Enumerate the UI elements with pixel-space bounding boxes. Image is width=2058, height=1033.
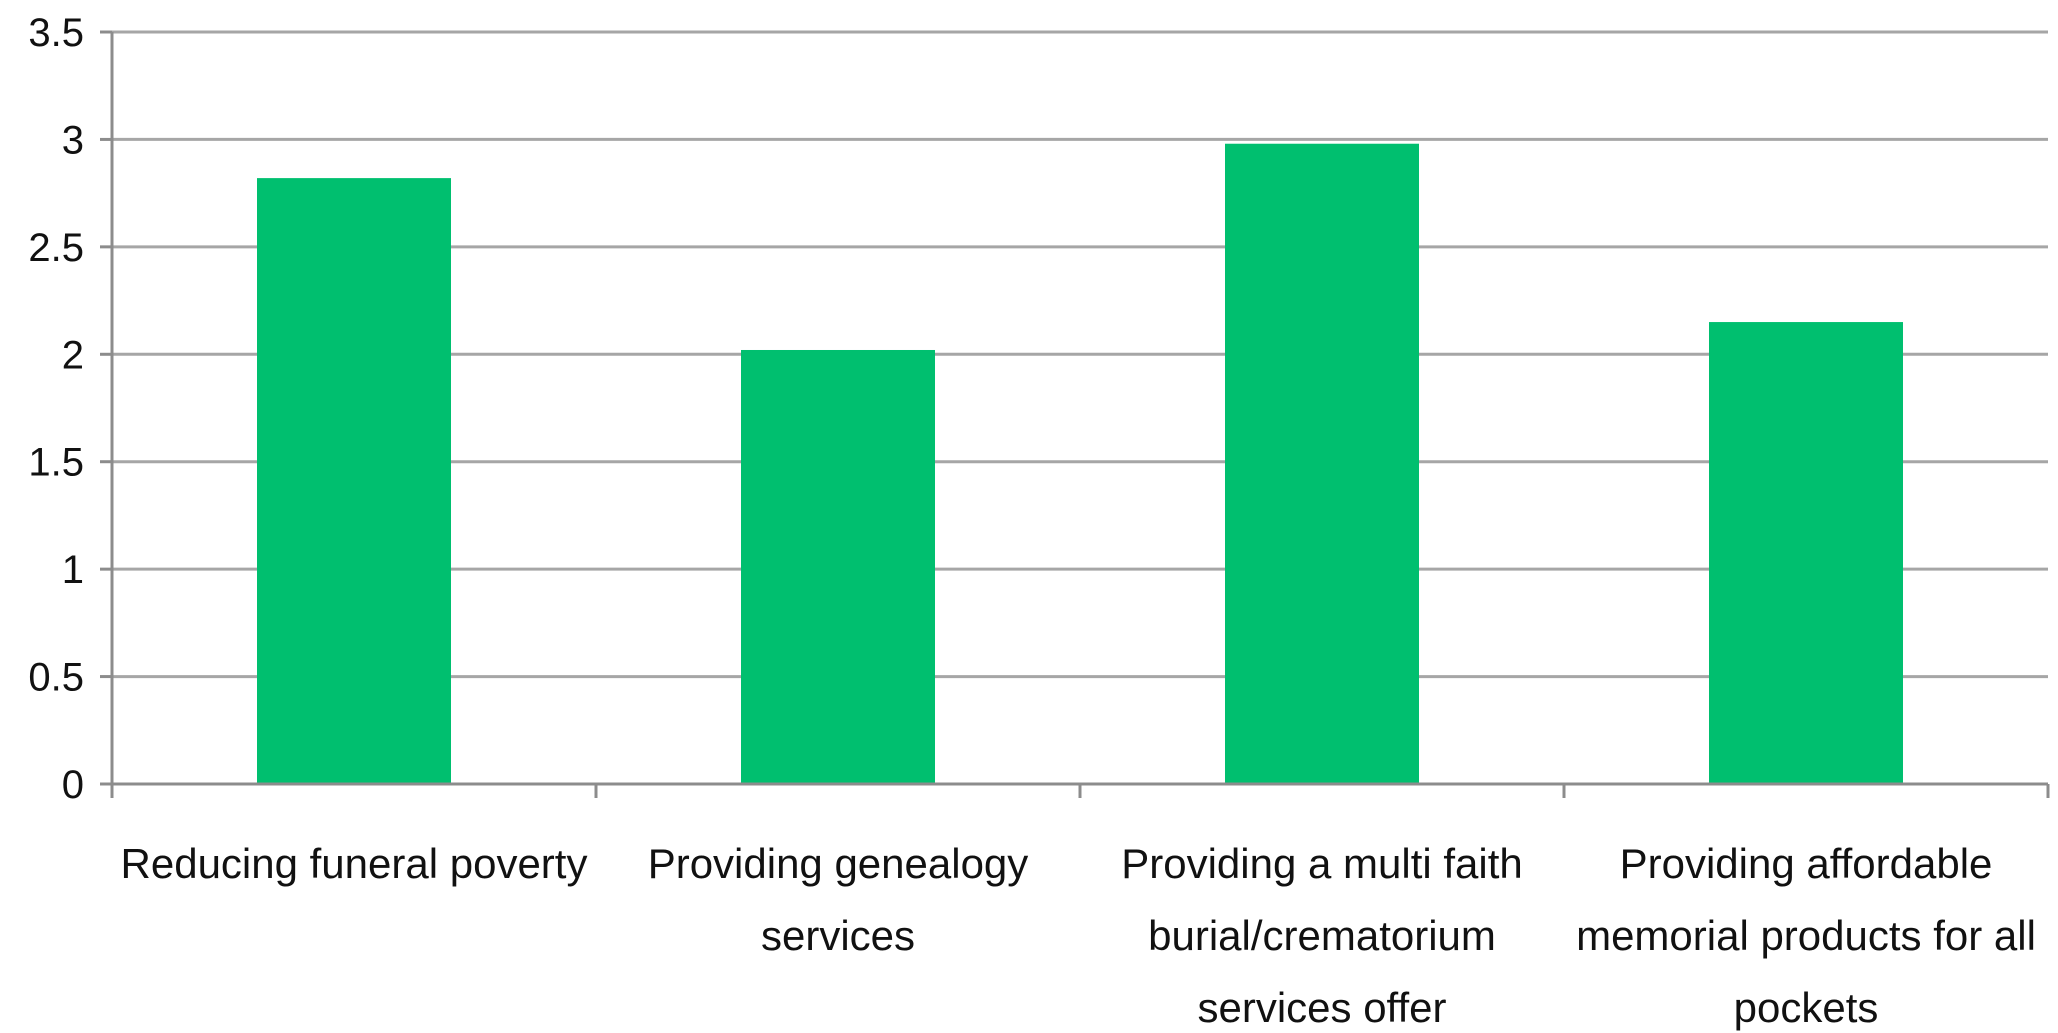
x-category-label: Providing genealogy: [648, 840, 1029, 887]
x-category-label: Reducing funeral poverty: [121, 840, 588, 887]
y-tick-label: 1: [62, 548, 84, 592]
y-axis-tick-labels: 0 0.5 1 1.5 2 2.5 3 3.5: [28, 11, 84, 807]
y-tick-label: 3.5: [28, 11, 84, 55]
x-category-label: memorial products for all: [1576, 912, 2036, 959]
y-tick-label: 0: [62, 763, 84, 807]
bars: [257, 143, 1903, 785]
bar: [257, 178, 451, 785]
y-tick-label: 2: [62, 333, 84, 377]
bar: [1225, 143, 1419, 784]
bar: [741, 349, 935, 784]
bar: [1709, 322, 1903, 784]
x-axis-category-labels: Reducing funeral poverty Providing geneal…: [121, 840, 2036, 1031]
y-tick-label: 2.5: [28, 226, 84, 270]
x-category-label: pockets: [1734, 984, 1879, 1031]
x-category-label: Providing a multi faith: [1121, 840, 1523, 887]
y-tick-label: 0.5: [28, 656, 84, 700]
axes: [100, 30, 2050, 798]
y-tick-label: 3: [62, 118, 84, 162]
x-category-label: services offer: [1198, 984, 1447, 1031]
x-category-label: services: [761, 912, 915, 959]
x-category-label: Providing affordable: [1620, 840, 1993, 887]
y-tick-label: 1.5: [28, 441, 84, 485]
x-category-label: burial/crematorium: [1148, 912, 1496, 959]
